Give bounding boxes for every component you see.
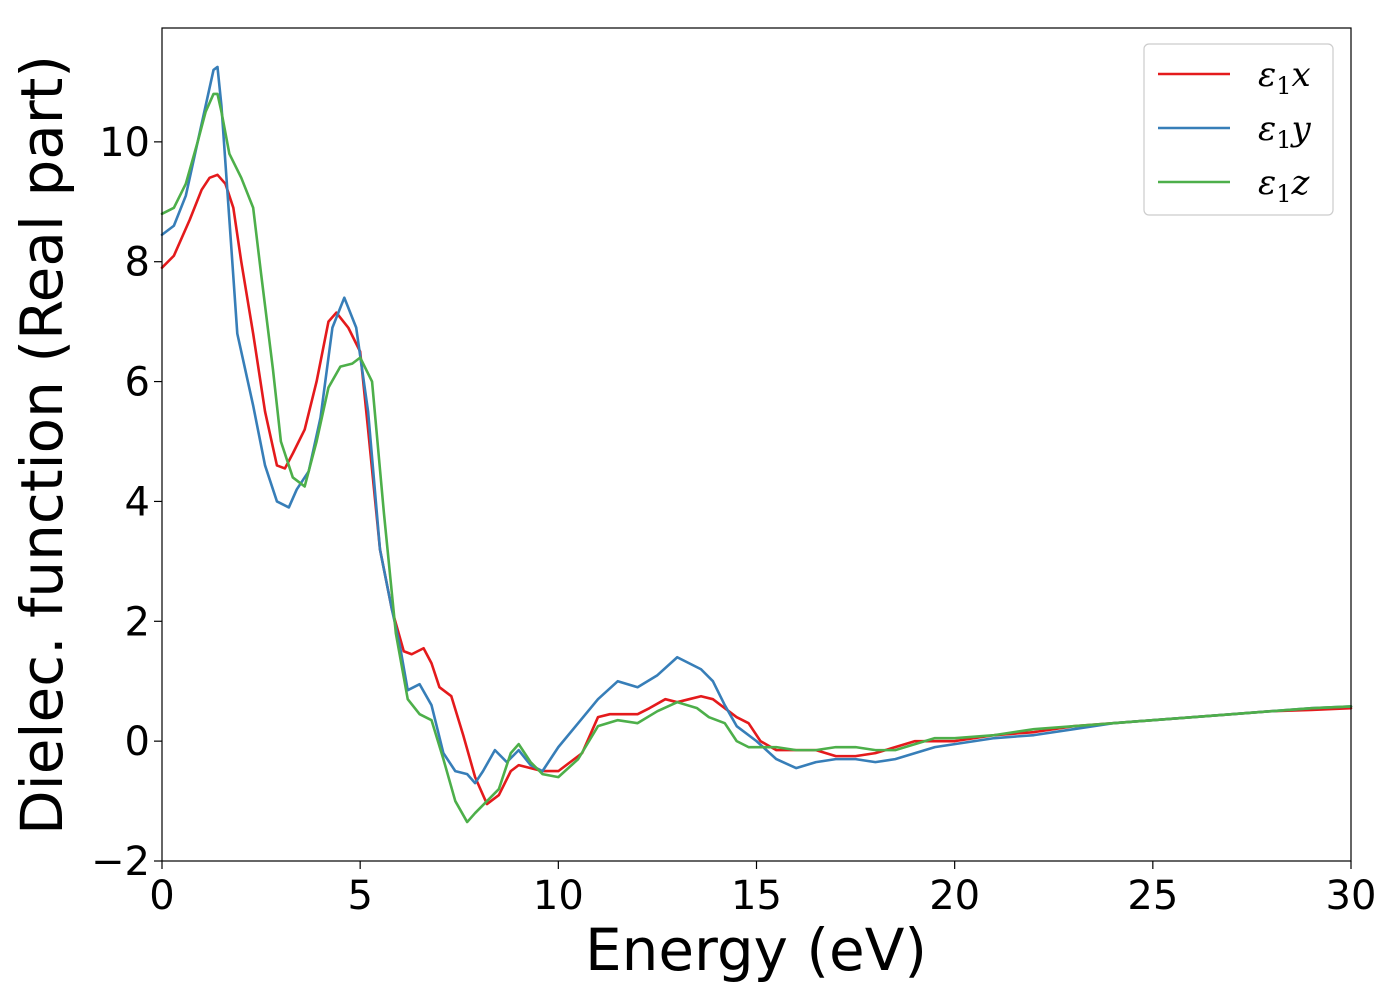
x-tick-label: 5 <box>347 873 372 919</box>
x-tick-label: 30 <box>1326 873 1377 919</box>
y-tick-label: 8 <box>125 240 150 286</box>
y-tick-label: 10 <box>99 120 150 166</box>
series-line-y <box>160 65 1353 785</box>
y-axis: −2 0 2 4 6 8 10 <box>91 120 162 885</box>
x-tick-label: 15 <box>731 873 782 919</box>
y-axis-title: Dielec. function (Real part) <box>8 55 76 835</box>
legend-label: ε1z <box>1258 163 1311 208</box>
legend-box <box>1143 43 1334 216</box>
y-tick-label: 0 <box>125 719 150 765</box>
series-layer <box>160 65 1353 824</box>
y-tick-label: 2 <box>125 599 150 645</box>
legend-label: ε1y <box>1258 109 1312 154</box>
series-line-z <box>160 92 1353 824</box>
x-axis: 0 5 10 15 20 25 30 <box>149 861 1376 919</box>
y-tick-label: −2 <box>91 839 150 885</box>
x-tick-label: 20 <box>929 873 980 919</box>
y-tick-label: 4 <box>125 479 150 525</box>
legend-label: ε1x <box>1258 55 1311 100</box>
x-tick-label: 0 <box>149 873 174 919</box>
x-axis-title: Energy (eV) <box>585 916 927 984</box>
x-tick-label: 25 <box>1127 873 1178 919</box>
x-tick-label: 10 <box>533 873 584 919</box>
legend: ε1x ε1y ε1z <box>1143 43 1334 216</box>
y-tick-label: 6 <box>125 360 150 406</box>
series-line-x <box>160 173 1353 806</box>
